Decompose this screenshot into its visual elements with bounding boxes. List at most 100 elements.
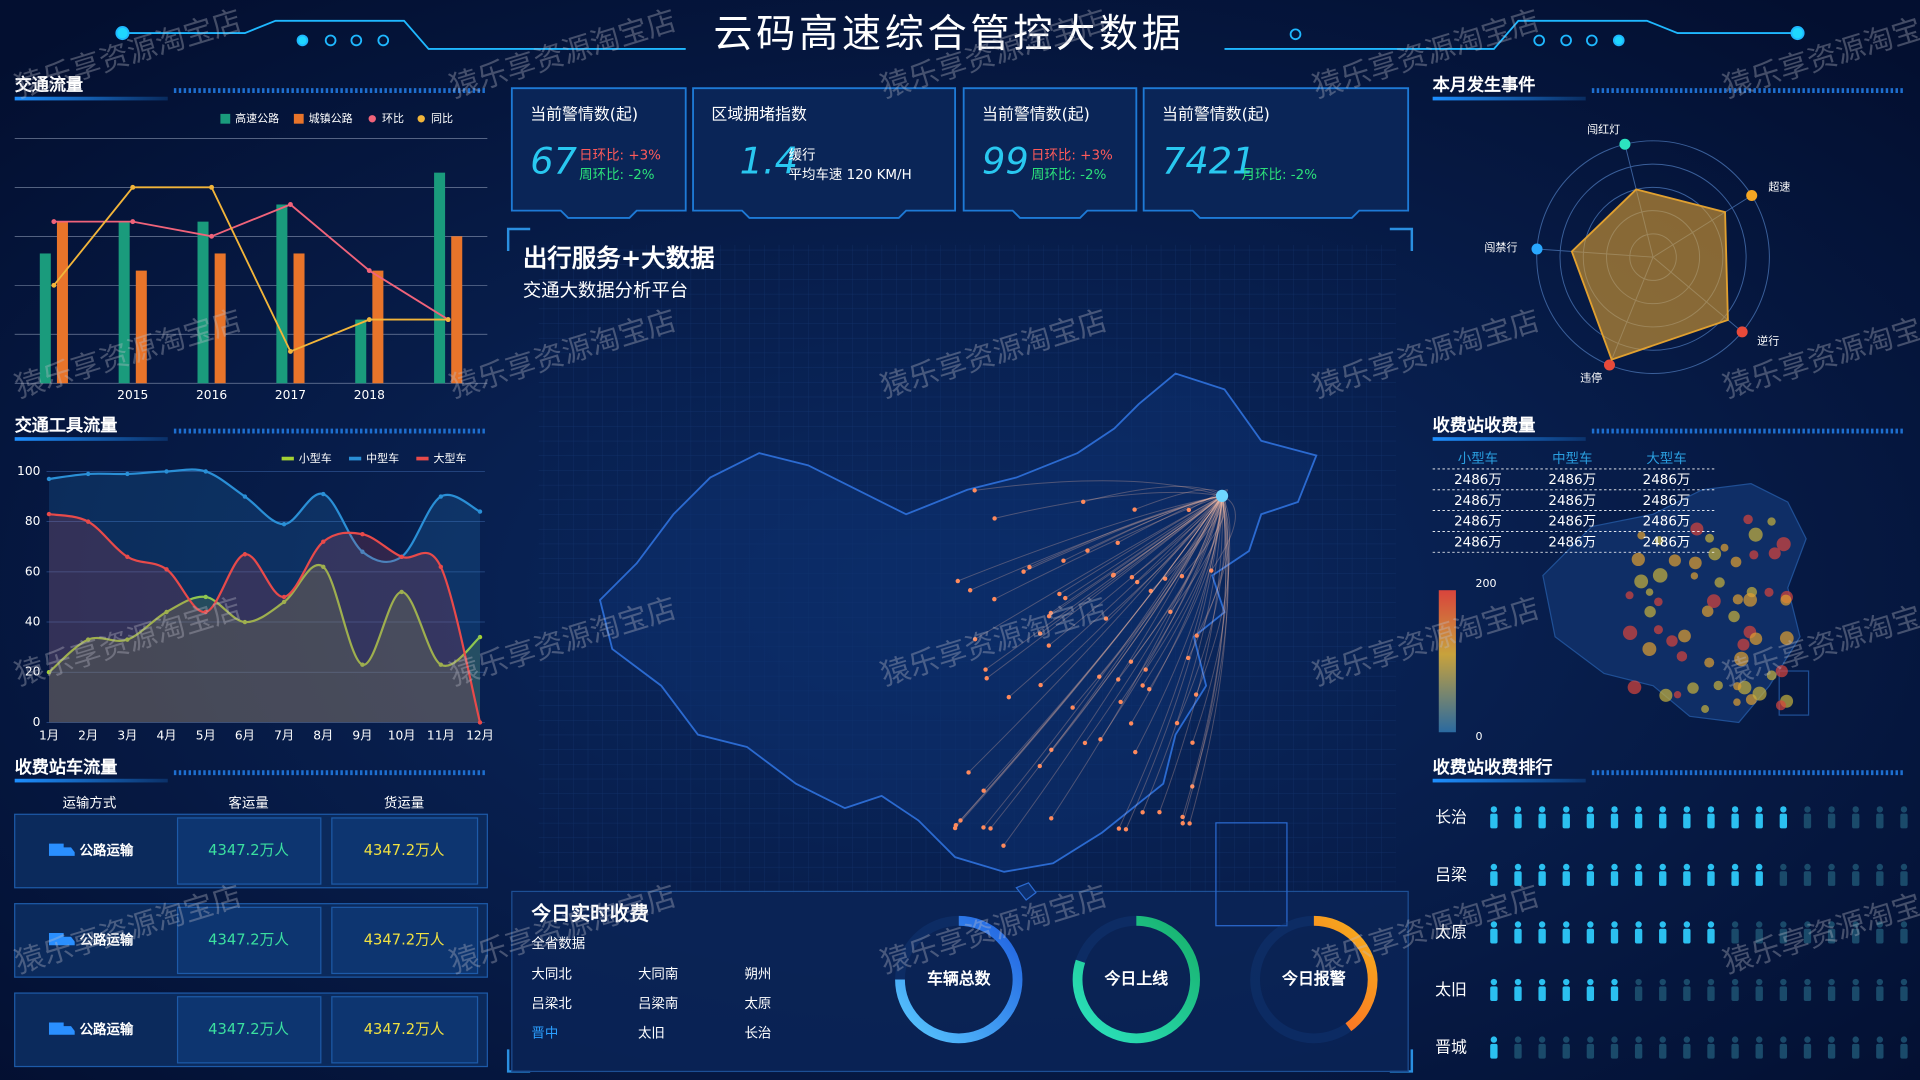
table-cell-text: 4347.2万人 bbox=[208, 931, 289, 948]
legend-label: 高速公路 bbox=[235, 111, 279, 125]
section-title: 收费站收费量 bbox=[1433, 415, 1536, 436]
city-dot bbox=[1185, 655, 1191, 661]
table-cell-text: 公路运输 bbox=[80, 931, 134, 948]
y-tick-label: 20 bbox=[25, 665, 41, 679]
person-head bbox=[1563, 921, 1570, 928]
route-line bbox=[1050, 495, 1223, 751]
legend-swatch bbox=[293, 113, 304, 124]
heat-dot bbox=[1748, 527, 1763, 542]
person-body bbox=[1755, 928, 1763, 944]
series-point bbox=[85, 471, 91, 477]
legend-label: 小型车 bbox=[299, 451, 332, 465]
route-line bbox=[1105, 495, 1223, 619]
series-point bbox=[203, 609, 208, 615]
route-line bbox=[1098, 495, 1223, 678]
heat-dot bbox=[1668, 554, 1681, 567]
person-head bbox=[1731, 978, 1739, 986]
table-cell-text: 2486万 bbox=[1548, 535, 1596, 550]
city-dot bbox=[1098, 737, 1103, 742]
table-header: 客运量 bbox=[228, 794, 268, 811]
bar bbox=[276, 204, 288, 384]
route-line bbox=[986, 495, 1223, 679]
kpi-note: 缓行 bbox=[789, 148, 816, 164]
bar bbox=[214, 253, 226, 384]
route-line bbox=[1048, 495, 1223, 617]
series-point bbox=[281, 594, 287, 600]
x-tick-label: 3月 bbox=[117, 728, 137, 742]
person-body bbox=[1900, 928, 1908, 944]
series-point bbox=[360, 531, 365, 537]
x-tick-label: 1月 bbox=[39, 728, 59, 742]
person-body bbox=[1562, 928, 1570, 944]
city-dot bbox=[1049, 747, 1054, 753]
person-body bbox=[1490, 813, 1498, 829]
bar bbox=[372, 270, 384, 384]
person-body bbox=[1659, 871, 1667, 886]
person-head bbox=[1683, 978, 1691, 986]
kpi-card bbox=[692, 87, 957, 219]
route-line bbox=[1040, 495, 1223, 686]
person-head bbox=[1659, 978, 1666, 986]
person-head bbox=[1587, 978, 1594, 986]
route-line bbox=[1118, 495, 1223, 829]
kpi-label: 当前警情数(起) bbox=[530, 105, 638, 124]
person-head bbox=[1852, 806, 1859, 813]
heat-dot bbox=[1708, 547, 1722, 561]
table-cell bbox=[176, 817, 322, 885]
heat-dot bbox=[1687, 682, 1699, 694]
person-head bbox=[1852, 978, 1859, 986]
city-dot bbox=[1162, 576, 1168, 581]
person-body bbox=[1562, 871, 1570, 886]
city-dot bbox=[988, 826, 993, 831]
route-line bbox=[1120, 495, 1223, 703]
route-line bbox=[1084, 495, 1223, 744]
route-line bbox=[985, 495, 1223, 670]
person-body bbox=[1562, 986, 1570, 1002]
series-point bbox=[164, 469, 169, 474]
route-line bbox=[974, 480, 1223, 497]
route-line bbox=[968, 495, 1223, 773]
city-dot bbox=[1180, 814, 1185, 820]
person-head bbox=[1804, 806, 1811, 813]
table-cell-text: 2486万 bbox=[1643, 494, 1691, 509]
legend-swatch bbox=[416, 456, 429, 461]
city-dot bbox=[1097, 674, 1102, 679]
person-body bbox=[1683, 871, 1691, 886]
truck-icon bbox=[48, 1022, 75, 1035]
person-body bbox=[1514, 1043, 1522, 1059]
city-dot bbox=[1132, 507, 1137, 512]
person-head bbox=[1876, 863, 1884, 871]
person-head bbox=[1514, 1036, 1522, 1043]
person-body bbox=[1634, 871, 1643, 886]
person-body bbox=[1538, 986, 1546, 1002]
person-head bbox=[1563, 863, 1570, 871]
person-body bbox=[1827, 813, 1836, 829]
route-line bbox=[1148, 495, 1223, 690]
person-head bbox=[1611, 978, 1618, 986]
person-body bbox=[1731, 986, 1739, 1002]
route-line bbox=[1182, 495, 1227, 818]
station-label: 长治 bbox=[1435, 807, 1467, 826]
person-head bbox=[1538, 863, 1546, 871]
series-area bbox=[48, 564, 481, 723]
section-title: 交通流量 bbox=[15, 75, 84, 96]
series-point bbox=[281, 599, 287, 605]
person-head bbox=[1490, 806, 1498, 813]
route-line bbox=[1008, 495, 1223, 698]
person-head bbox=[1828, 1036, 1835, 1043]
heat-dot bbox=[1666, 635, 1678, 647]
route-line bbox=[1158, 495, 1223, 813]
table-cell-text: 2486万 bbox=[1643, 515, 1691, 530]
rank-row bbox=[1490, 1036, 1908, 1059]
route-line bbox=[974, 495, 1223, 640]
person-head bbox=[1611, 863, 1618, 871]
series-area bbox=[48, 514, 481, 723]
heat-dot bbox=[1627, 680, 1642, 695]
y-tick-label: 60 bbox=[25, 564, 41, 578]
bar bbox=[39, 253, 51, 384]
city-dot bbox=[1021, 569, 1026, 574]
route-line bbox=[1134, 495, 1223, 753]
person-head bbox=[1683, 1036, 1691, 1043]
table-header: 大型车 bbox=[1646, 450, 1686, 467]
